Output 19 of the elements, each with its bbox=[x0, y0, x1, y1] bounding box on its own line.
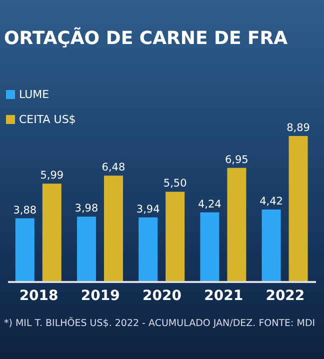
data-label: 4,42 bbox=[260, 195, 283, 208]
data-label: 5,50 bbox=[163, 178, 187, 190]
data-label: 5,99 bbox=[40, 170, 64, 182]
text: *) MIL T. BILHÕES US$. 2022 - ACUMULADO JAN/DEZ. FONTE: MDI bbox=[4, 318, 316, 329]
data-label: 6,95 bbox=[224, 154, 248, 166]
x-tick-label: 2020 bbox=[142, 288, 182, 304]
data-label: 3,98 bbox=[74, 202, 98, 215]
data-label: 4,24 bbox=[198, 198, 222, 210]
data-label: 8,89 bbox=[286, 122, 310, 134]
x-tick-label: 2022 bbox=[266, 288, 305, 304]
legend-label: LUME bbox=[19, 88, 50, 101]
chart-title: ORTAÇÃO DE CARNE DE FRA bbox=[4, 28, 288, 49]
x-tick-label: 2021 bbox=[204, 288, 244, 304]
data-label: 3,88 bbox=[13, 204, 37, 216]
legend-label: CEITA US$ bbox=[19, 113, 76, 126]
x-tick-label: 2018 bbox=[19, 288, 58, 304]
x-tick-label: 2019 bbox=[80, 288, 120, 304]
data-label: 6,48 bbox=[102, 162, 126, 174]
data-label: 3,94 bbox=[136, 203, 160, 216]
